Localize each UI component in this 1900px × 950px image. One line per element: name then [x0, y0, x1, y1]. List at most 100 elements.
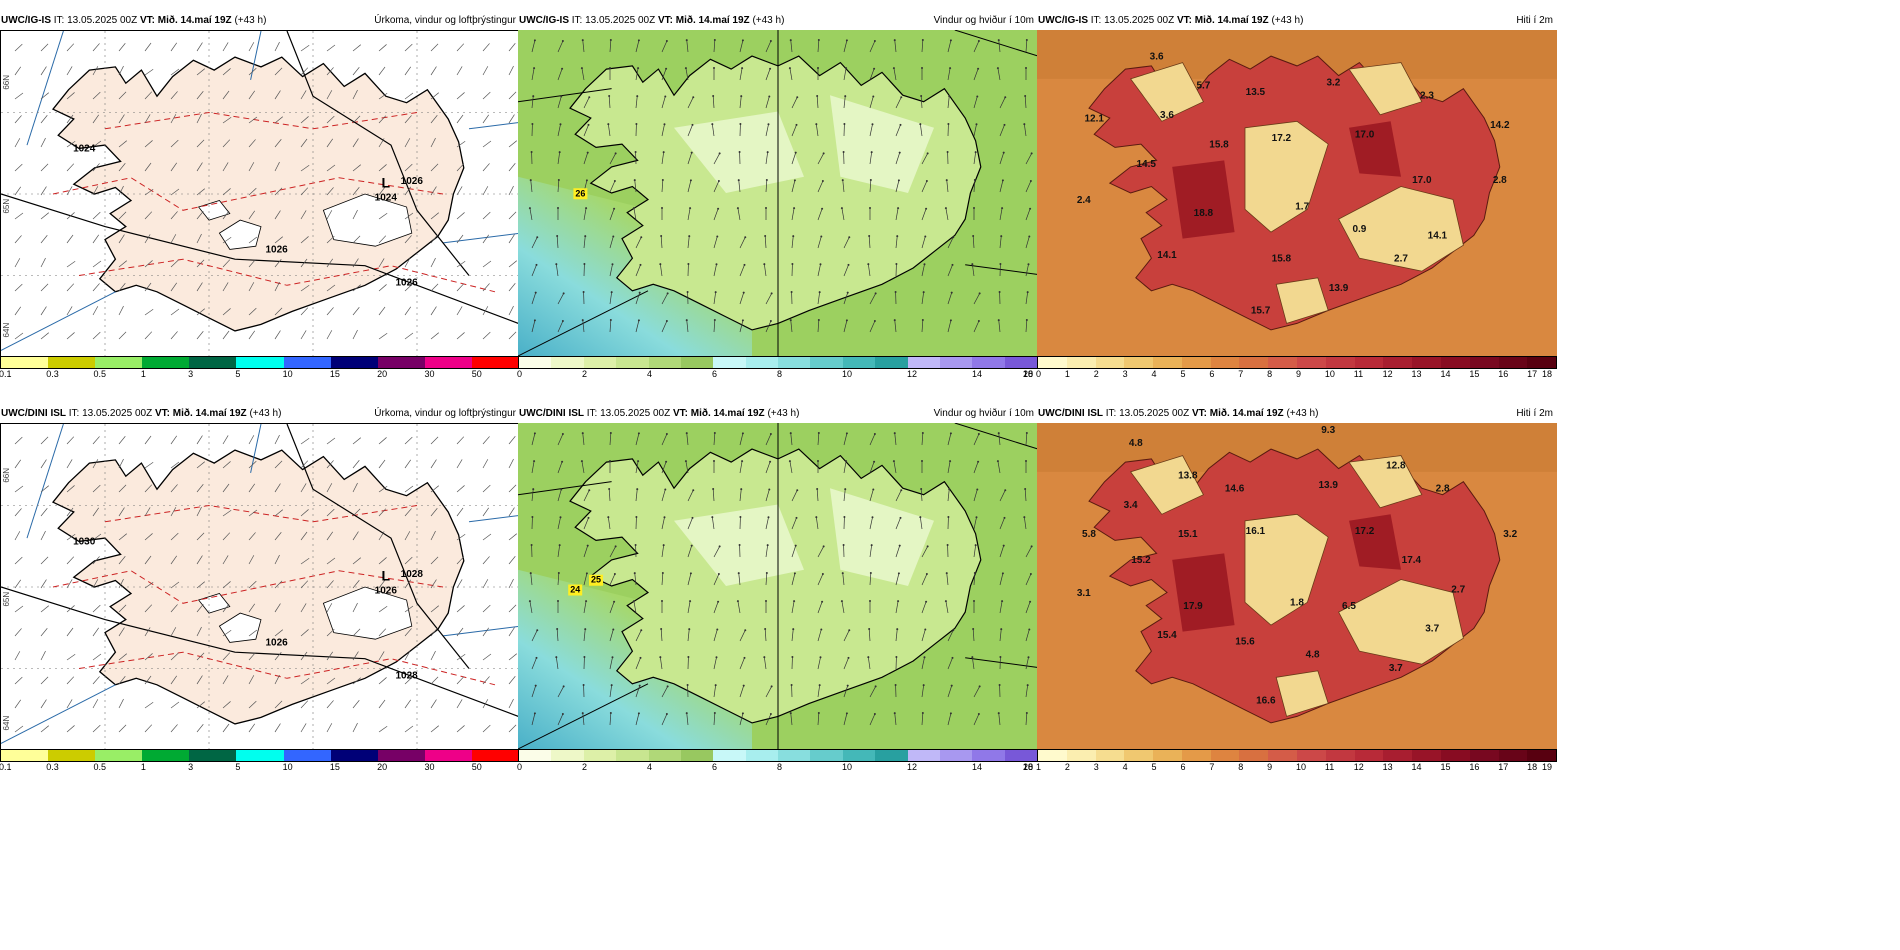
header-left: UWC/DINI ISL IT: 13.05.2025 00Z VT: Mið.… [1038, 405, 1318, 423]
colorbar-swatch [1412, 357, 1441, 368]
colorbar-tick-label: 18 [1023, 762, 1034, 772]
colorbar-swatch [1469, 750, 1499, 761]
map-area[interactable]: 26 [518, 30, 1038, 356]
panel-title: Vindur og hviður í 10m [933, 408, 1034, 419]
map-canvas[interactable]: 26 [518, 30, 1038, 356]
forecast-panel-temp: UWC/DINI ISL IT: 13.05.2025 00Z VT: Mið.… [1036, 405, 1557, 776]
gust-label: 25 [591, 575, 601, 585]
colorbar-tick-label: 16 [1469, 762, 1480, 772]
colorbar-tick-label: 2 [1093, 369, 1099, 379]
colorbar-swatch [48, 750, 96, 761]
colorbar-tick-label: 0 [517, 369, 523, 379]
colorbar-tick-label: 14 [972, 369, 983, 379]
colorbar-swatch [1239, 750, 1269, 761]
colorbar-tick-label: 17 [1498, 762, 1509, 772]
colorbar-tick-label: 0.5 [93, 762, 107, 772]
colorbar-ticks: 0.1 0.3 0.5 1 3 5 10 15 20 30 50 [0, 369, 520, 381]
colorbar-tick-label: 7 [1209, 762, 1215, 772]
temperature-label: 2.8 [1493, 175, 1507, 186]
colorbar-swatch [1412, 750, 1441, 761]
colorbar-swatch [1, 357, 49, 368]
temperature-label: 15.8 [1209, 139, 1229, 150]
colorbar-tick-label: 1 [1036, 762, 1042, 772]
colorbar-tick-label: 4 [1151, 369, 1157, 379]
temperature-label: 2.7 [1394, 253, 1408, 264]
map-area[interactable]: 25 24 [518, 423, 1038, 749]
colorbar [518, 356, 1038, 369]
colorbar-tick-label: 2 [582, 369, 588, 379]
forecast-panel-precip: UWC/IG-IS IT: 13.05.2025 00Z VT: Mið. 14… [0, 12, 522, 383]
pressure-label: 1026 [395, 277, 418, 288]
lead-time: (+43 h) [752, 15, 785, 26]
colorbar-tick-label: 13 [1411, 369, 1422, 379]
colorbar-tick-label: 12 [1353, 762, 1364, 772]
colorbar-tick-label: 16 [1498, 369, 1509, 379]
colorbar-swatch [745, 750, 778, 761]
colorbar-swatch [1181, 750, 1211, 761]
latitude-label: 65N [2, 592, 11, 607]
colorbar-swatch [1004, 750, 1037, 761]
colorbar-swatch [1038, 750, 1067, 761]
forecast-panel-wind: UWC/DINI ISL IT: 13.05.2025 00Z VT: Mið.… [517, 405, 1038, 776]
colorbar-swatch [236, 750, 284, 761]
colorbar-swatch [875, 750, 908, 761]
colorbar-tick-label: 6 [1209, 369, 1215, 379]
forecast-panel-wind: UWC/IG-IS IT: 13.05.2025 00Z VT: Mið. 14… [517, 12, 1038, 383]
panel-title: Hiti í 2m [1516, 15, 1553, 26]
colorbar-swatch [1210, 357, 1240, 368]
colorbar-swatch [95, 750, 143, 761]
colorbar-tick-label: 7 [1238, 369, 1244, 379]
model-name: UWC/DINI ISL [1038, 408, 1103, 419]
colorbar-swatch [519, 357, 552, 368]
pressure-label: 1030 [73, 537, 96, 548]
panel-title: Vindur og hviður í 10m [933, 15, 1034, 26]
valid-time: VT: Mið. 14.maí 19Z [657, 15, 750, 26]
colorbar-swatch [189, 357, 237, 368]
colorbar-swatch [1527, 750, 1557, 761]
colorbar-swatch [48, 357, 96, 368]
temperature-label: 3.1 [1077, 588, 1091, 599]
colorbar-tick-label: 19 [1542, 762, 1553, 772]
temperature-label: 3.2 [1326, 77, 1340, 88]
colorbar-swatch [1153, 357, 1182, 368]
map-area[interactable]: 4.8 9.3 12.8 13.8 14.6 13.9 2.8 3.4 15.1 16.1 17.2… [1037, 423, 1557, 749]
colorbar-swatch [583, 750, 617, 761]
map-area[interactable]: L 1024 1026 1026 1026 1024 66N 65N 64N [0, 30, 522, 358]
map-canvas[interactable]: 3.6 5.7 13.5 3.2 2.3 12.1 3.6 15.8 17.2 17.0 14.2 1… [1037, 30, 1557, 356]
colorbar-tick-label: 15 [1440, 762, 1451, 772]
colorbar-tick-label: 9 [1296, 369, 1302, 379]
colorbar-swatch [519, 750, 552, 761]
map-canvas[interactable]: 25 24 [518, 423, 1038, 749]
temperature-label: 13.5 [1246, 87, 1266, 98]
colorbar-ticks: 0 1 2 3 4 5 6 7 8 9 10 11 12 13 14 15 16 17 18 [1036, 369, 1557, 381]
header-left: UWC/IG-IS IT: 13.05.2025 00Z VT: Mið. 14… [1038, 12, 1303, 30]
panel-title: Hiti í 2m [1516, 408, 1553, 419]
temperature-label: 17.0 [1412, 175, 1432, 186]
colorbar-swatch [1440, 357, 1470, 368]
temperature-label: 12.8 [1386, 461, 1406, 472]
temperature-label: 3.6 [1150, 51, 1164, 62]
map-area[interactable]: L 1026 1028 1026 1028 1030 66N 65N 64N [0, 423, 522, 751]
temperature-label: 2.8 [1436, 483, 1450, 494]
latitude-label: 64N [2, 323, 11, 338]
panel-header: UWC/IG-IS IT: 13.05.2025 00Z VT: Mið. 14… [1037, 12, 1557, 30]
temperature-label: 9.3 [1321, 425, 1335, 436]
colorbar-tick-label: 6 [712, 762, 718, 772]
temperature-label: 1.7 [1295, 201, 1309, 212]
colorbar-tick-label: 15 [329, 762, 340, 772]
colorbar-swatch [1297, 357, 1326, 368]
colorbar-tick-label: 3 [188, 369, 194, 379]
map-canvas[interactable]: 4.8 9.3 12.8 13.8 14.6 13.9 2.8 3.4 15.1 16.1 17.2… [1037, 423, 1557, 749]
colorbar-swatch [330, 357, 378, 368]
panel-header: UWC/IG-IS IT: 13.05.2025 00Z VT: Mið. 14… [518, 12, 1038, 30]
colorbar-tick-label: 4 [647, 762, 653, 772]
colorbar-swatch [713, 357, 746, 368]
map-area[interactable]: 3.6 5.7 13.5 3.2 2.3 12.1 3.6 15.8 17.2 17.0 14.2 1… [1037, 30, 1557, 356]
valid-time: VT: Mið. 14.maí 19Z [154, 408, 247, 419]
colorbar-tick-label: 5 [1151, 762, 1157, 772]
colorbar-swatch [778, 750, 811, 761]
colorbar-tick-label: 50 [471, 762, 482, 772]
colorbar-swatch [1268, 357, 1298, 368]
